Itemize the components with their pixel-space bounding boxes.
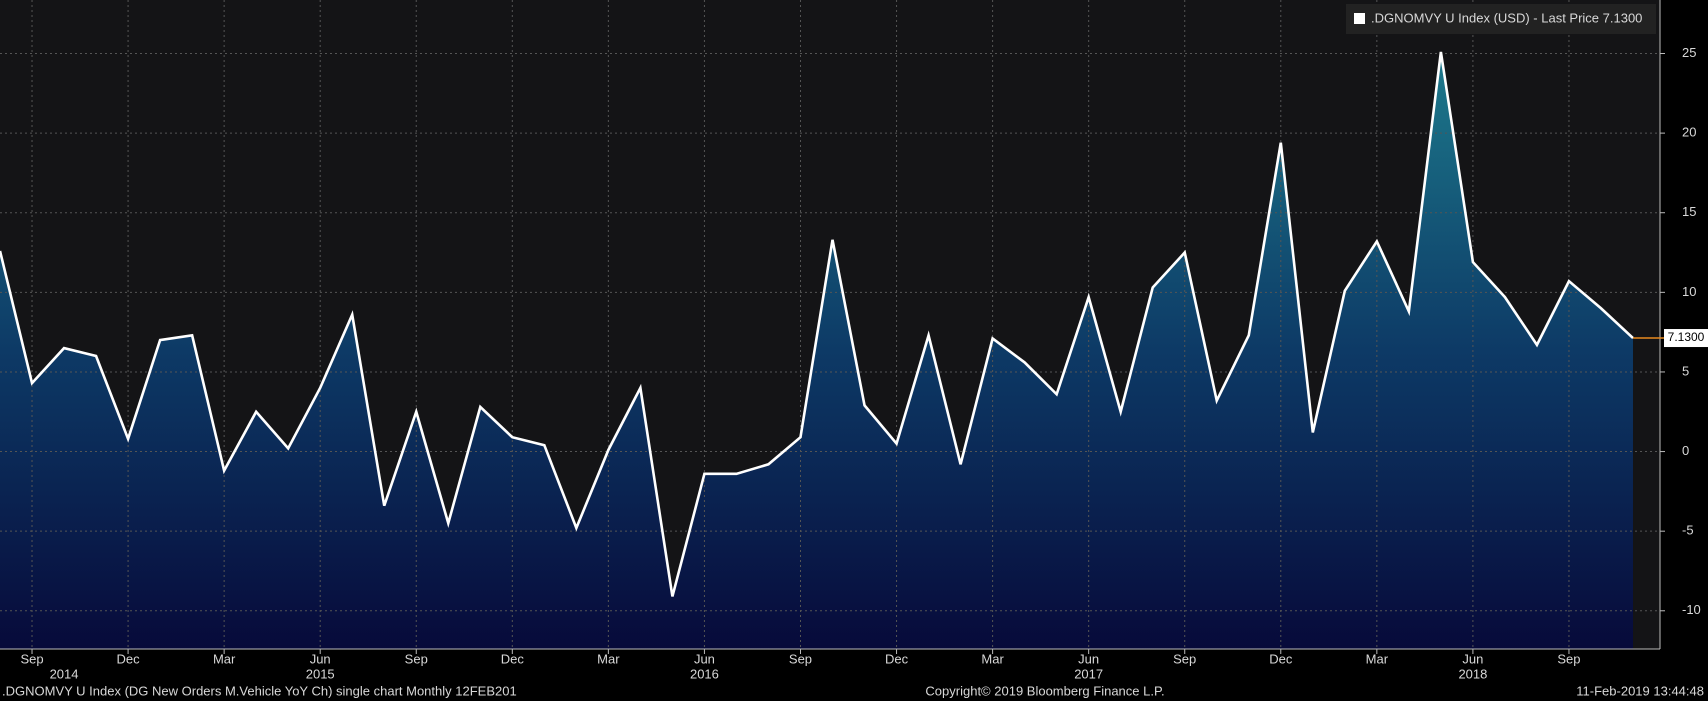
y-tick-label: 0 <box>1682 443 1689 458</box>
x-tick-label: Sep <box>1173 651 1196 666</box>
x-tick-label: Jun <box>694 651 715 666</box>
footer-right: 11-Feb-2019 13:44:48 <box>1576 683 1704 698</box>
x-year-label: 2017 <box>1074 666 1103 681</box>
footer-center: Copyright© 2019 Bloomberg Finance L.P. <box>925 683 1164 698</box>
x-tick-label: Mar <box>981 651 1004 666</box>
x-tick-label: Mar <box>1366 651 1389 666</box>
last-price-label: 7.1300 <box>1668 330 1705 344</box>
x-year-label: 2014 <box>50 666 79 681</box>
y-tick-label: -10 <box>1682 602 1701 617</box>
y-tick-label: -5 <box>1682 523 1694 538</box>
y-tick-label: 25 <box>1682 45 1696 60</box>
legend-swatch <box>1354 13 1365 24</box>
y-tick-label: 10 <box>1682 284 1696 299</box>
y-tick-label: 20 <box>1682 125 1696 140</box>
x-tick-label: Jun <box>310 651 331 666</box>
x-tick-label: Mar <box>213 651 236 666</box>
line <box>0 51 1634 597</box>
last-price-box <box>1664 329 1708 348</box>
legend-text: .DGNOMVY U Index (USD) - Last Price 7.13… <box>1371 10 1642 25</box>
x-year-label: 2015 <box>306 666 335 681</box>
x-tick-label: Sep <box>405 651 428 666</box>
x-year-label: 2018 <box>1458 666 1487 681</box>
x-tick-label: Jun <box>1078 651 1099 666</box>
x-tick-label: Sep <box>1557 651 1580 666</box>
x-tick-label: Jun <box>1462 651 1483 666</box>
x-tick-label: Dec <box>501 651 525 666</box>
legend-box <box>1346 4 1656 34</box>
x-tick-label: Dec <box>885 651 909 666</box>
x-tick-label: Sep <box>789 651 812 666</box>
footer-left: .DGNOMVY U Index (DG New Orders M.Vehicl… <box>2 683 517 698</box>
y-tick-label: 15 <box>1682 204 1696 219</box>
area-fill <box>0 51 1633 649</box>
x-tick-label: Sep <box>20 651 43 666</box>
x-tick-label: Dec <box>117 651 141 666</box>
x-tick-label: Mar <box>597 651 620 666</box>
x-year-label: 2016 <box>690 666 719 681</box>
x-tick-label: Dec <box>1269 651 1293 666</box>
y-tick-label: 5 <box>1682 363 1689 378</box>
